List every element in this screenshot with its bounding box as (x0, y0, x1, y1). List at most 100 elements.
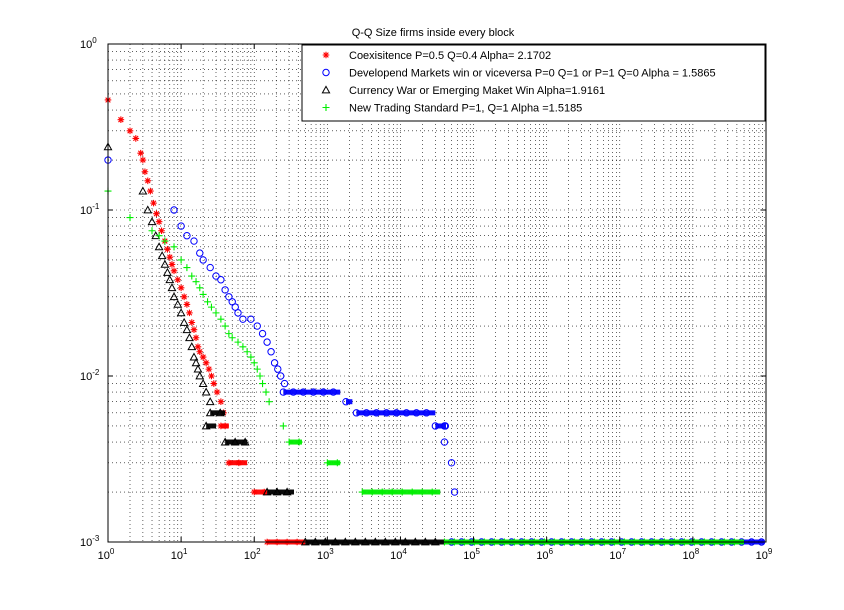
data-point (295, 438, 303, 446)
data-point (196, 249, 204, 257)
data-point (382, 409, 391, 417)
data-point (398, 488, 406, 496)
data-point (190, 326, 198, 334)
data-point (174, 276, 182, 284)
data-point (205, 365, 213, 373)
data-point (358, 488, 366, 496)
data-point (132, 135, 140, 142)
data-point (243, 348, 251, 356)
data-point (189, 352, 199, 361)
data-point (272, 487, 282, 496)
data-point (258, 329, 267, 338)
data-point (177, 256, 185, 264)
data-point (157, 251, 167, 260)
plot-frame (107, 43, 767, 543)
data-point (184, 333, 194, 342)
data-point (155, 232, 163, 240)
legend-entry-label: Coexisitence P=0.5 Q=0.4 Alpha= 2.1702 (349, 50, 551, 62)
legend-entry-label: Currency War or Emerging Maket Win Alpha… (349, 85, 605, 97)
data-point (323, 459, 331, 467)
data-point (431, 422, 440, 430)
data-point (274, 365, 282, 373)
data-point (199, 353, 207, 361)
data-point (240, 437, 250, 446)
data-point (198, 378, 208, 387)
data-point (210, 380, 218, 387)
data-point (230, 437, 240, 446)
data-point (148, 227, 156, 235)
data-point (202, 359, 210, 367)
data-point (422, 409, 431, 417)
data-point (440, 422, 449, 430)
data-point (176, 308, 186, 317)
data-point (192, 278, 200, 286)
data-point (158, 227, 165, 235)
data-point (215, 408, 225, 417)
data-point (221, 422, 229, 430)
data-point (217, 398, 225, 406)
data-point (217, 422, 225, 430)
data-point (191, 358, 201, 367)
data-point (141, 168, 149, 176)
data-point (239, 343, 247, 351)
data-point (183, 264, 191, 272)
data-point (253, 322, 261, 330)
plot-background (108, 44, 766, 542)
data-point (147, 187, 154, 195)
data-point (205, 397, 215, 406)
data-point (126, 127, 134, 135)
data-point (147, 217, 157, 226)
legend: Coexisitence P=0.5 Q=0.4 Alpha= 2.1702 De… (301, 44, 766, 122)
data-point (299, 388, 308, 396)
data-point (201, 387, 211, 396)
data-point (333, 459, 341, 467)
data-point (279, 422, 287, 430)
data-point (183, 301, 191, 308)
data-point (225, 459, 233, 467)
data-point (250, 359, 258, 367)
data-point (234, 309, 242, 317)
data-point (368, 488, 376, 496)
data-point (199, 290, 207, 298)
data-point (153, 210, 160, 217)
data-point (309, 388, 318, 396)
data-point (150, 199, 157, 207)
data-point (205, 408, 215, 417)
data-point (392, 409, 401, 417)
legend-entry-label: New Trading Standard P=1, Q=1 Alpha =1.5… (349, 103, 582, 115)
data-point (362, 409, 371, 417)
data-point (231, 303, 239, 311)
data-point (235, 459, 243, 467)
data-point (412, 409, 421, 417)
data-point (228, 298, 236, 306)
data-point (170, 206, 178, 214)
data-point (285, 438, 293, 446)
data-point (440, 438, 449, 446)
data-point (352, 409, 361, 417)
data-point (212, 309, 220, 317)
data-point (187, 342, 197, 351)
data-point (162, 267, 172, 276)
data-point (225, 293, 233, 301)
data-point (164, 245, 171, 253)
data-point (282, 487, 292, 496)
data-point (182, 325, 192, 334)
legend-marker (322, 68, 330, 77)
data-point (208, 372, 215, 380)
data-point (450, 488, 459, 496)
data-point (378, 488, 386, 496)
data-point (168, 261, 176, 268)
data-point (117, 116, 125, 123)
data-point (402, 409, 411, 417)
data-point (259, 380, 267, 388)
data-point (408, 488, 416, 496)
data-point (188, 319, 196, 326)
data-point (161, 237, 169, 245)
data-point (143, 205, 153, 214)
data-point (388, 488, 396, 496)
data-point (199, 256, 207, 264)
data-point (177, 222, 185, 230)
data-point (256, 372, 264, 380)
data-point (262, 388, 270, 396)
